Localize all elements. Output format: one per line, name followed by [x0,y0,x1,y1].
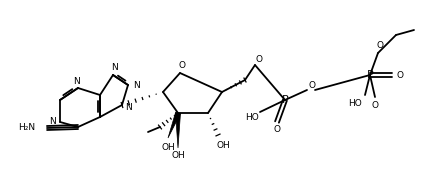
Text: N: N [49,117,57,127]
Text: N: N [111,62,117,71]
Text: N: N [126,102,132,111]
Text: N: N [73,76,79,86]
Polygon shape [176,113,180,148]
Text: O: O [179,62,186,70]
Text: O: O [377,42,384,50]
Text: O: O [273,126,280,135]
Text: HO: HO [348,98,362,108]
Text: OH: OH [171,152,185,161]
Text: OH: OH [161,142,175,152]
Polygon shape [168,112,180,138]
Text: O: O [371,101,378,109]
Text: HO: HO [245,113,259,122]
Text: N: N [133,82,139,90]
Text: O: O [396,70,403,80]
Text: O: O [308,81,315,89]
Text: H₂N: H₂N [18,123,35,133]
Text: P: P [367,70,373,80]
Text: P: P [282,95,288,105]
Text: O: O [255,56,262,64]
Text: OH: OH [216,141,230,149]
